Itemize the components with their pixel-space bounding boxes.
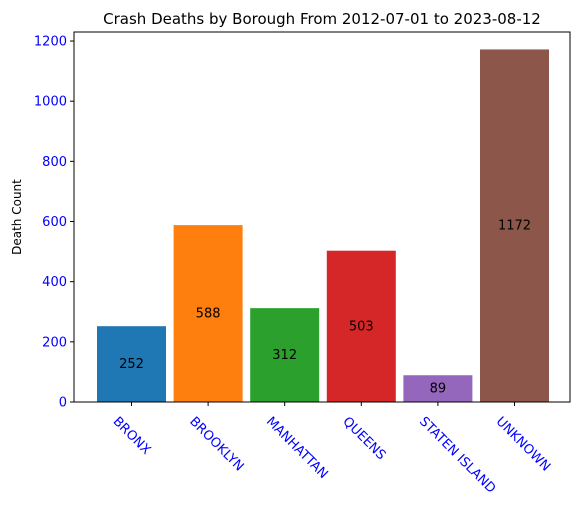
y-tick-label-600: 600 bbox=[42, 215, 67, 230]
plot-frame bbox=[73, 31, 571, 403]
bar-brooklyn bbox=[173, 225, 243, 402]
data-label-unknown: 1172 bbox=[498, 219, 531, 234]
x-tick-label-staten-island: STATEN ISLAND bbox=[416, 414, 498, 496]
x-tick-label-manhattan: MANHATTAN bbox=[263, 414, 331, 482]
chart-title: Crash Deaths by Borough From 2012-07-01 … bbox=[103, 10, 541, 28]
bar-unknown bbox=[480, 49, 549, 403]
bar-staten-island bbox=[403, 375, 473, 402]
x-tick-label-bronx: BRONX bbox=[110, 414, 154, 458]
y-tick-label-1000: 1000 bbox=[34, 95, 67, 110]
x-tick-label-unknown: UNKNOWN bbox=[493, 414, 553, 474]
bar-labels-group: 252 588 312 503 89 1172 bbox=[119, 219, 531, 397]
y-tick-label-0: 0 bbox=[59, 396, 67, 411]
data-label-bronx: 252 bbox=[119, 357, 144, 372]
y-axis: 0 200 400 600 800 1000 1200 bbox=[34, 35, 74, 411]
y-tick-label-200: 200 bbox=[42, 335, 67, 350]
x-tick-label-brooklyn: BROOKLYN bbox=[186, 414, 246, 474]
data-label-queens: 503 bbox=[349, 319, 374, 334]
bar-queens bbox=[326, 250, 396, 402]
data-label-staten-island: 89 bbox=[430, 382, 447, 397]
bar-manhattan bbox=[250, 308, 320, 402]
bar-bronx bbox=[97, 326, 166, 402]
x-tick-label-queens: QUEENS bbox=[339, 414, 388, 463]
y-tick-label-400: 400 bbox=[42, 275, 67, 290]
data-label-manhattan: 312 bbox=[272, 348, 297, 363]
y-tick-label-800: 800 bbox=[42, 155, 67, 170]
data-label-brooklyn: 588 bbox=[196, 307, 221, 322]
x-axis: BRONX BROOKLYN MANHATTAN QUEENS STATEN ISLAN… bbox=[110, 402, 553, 496]
y-tick-label-1200: 1200 bbox=[34, 35, 67, 50]
bars-group bbox=[97, 49, 549, 403]
y-axis-label: Death Count bbox=[10, 179, 24, 255]
